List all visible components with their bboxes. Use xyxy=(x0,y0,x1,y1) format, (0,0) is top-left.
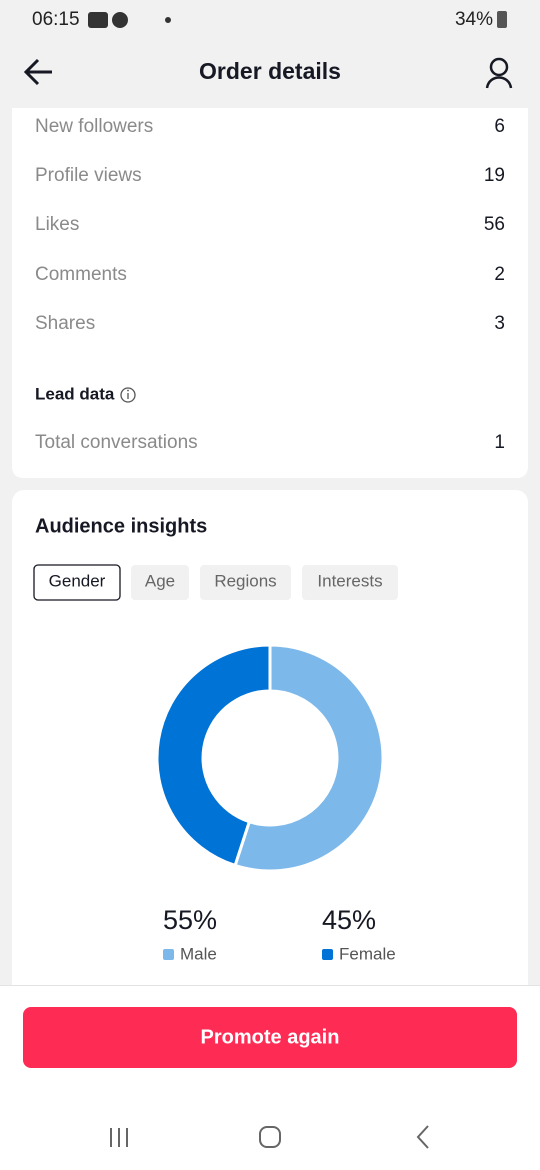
tab[interactable] xyxy=(131,565,189,600)
back-button[interactable] xyxy=(23,58,52,86)
legend-label: Male xyxy=(180,944,217,963)
percent-label: 45% xyxy=(322,905,376,935)
battery-icon xyxy=(497,11,507,28)
donut-slice xyxy=(233,643,385,873)
audience-title: Audience insights xyxy=(35,515,207,537)
metric-value: 3 xyxy=(494,313,505,334)
tab-label: Regions xyxy=(214,571,276,590)
metric-value: 19 xyxy=(484,165,505,186)
metric-value: 56 xyxy=(484,214,505,235)
legend-swatch xyxy=(163,949,174,960)
legend-label: Female xyxy=(339,944,396,963)
header-title: Order details xyxy=(199,58,341,84)
tab-label: Gender xyxy=(49,571,106,590)
nav-bar xyxy=(110,1125,429,1149)
status-icon xyxy=(112,12,128,28)
donut-slice xyxy=(155,643,272,868)
metric-label: Comments xyxy=(35,264,127,285)
percent-label: 55% xyxy=(163,905,217,935)
metric-label: New followers xyxy=(35,116,153,137)
nav-back[interactable] xyxy=(416,1125,429,1149)
metric-label: Likes xyxy=(35,214,79,235)
nav-recent[interactable] xyxy=(110,1128,128,1147)
tab[interactable] xyxy=(302,565,398,600)
metric-value: 2 xyxy=(494,264,505,285)
metrics-card xyxy=(12,108,528,478)
metric-label: Profile views xyxy=(35,165,142,186)
tab-label: Age xyxy=(145,571,175,590)
tab[interactable] xyxy=(33,564,121,601)
status-time: 06:15 xyxy=(32,9,80,30)
lead-value: 1 xyxy=(494,432,505,453)
metric-value: 6 xyxy=(494,116,505,137)
lead-label: Total conversations xyxy=(35,432,198,453)
audience-card xyxy=(12,490,528,1010)
status-dot xyxy=(165,17,171,23)
lead-data-title: Lead data xyxy=(35,384,115,403)
tab-label: Interests xyxy=(317,571,382,590)
promote-button[interactable] xyxy=(23,1007,517,1068)
status-battery: 34% xyxy=(455,9,493,30)
status-icon xyxy=(88,12,108,28)
nav-home[interactable] xyxy=(259,1126,281,1148)
profile-button[interactable] xyxy=(485,57,513,89)
promote-button-label: Promote again xyxy=(201,1026,340,1048)
metric-label: Shares xyxy=(35,313,95,334)
info-icon[interactable] xyxy=(120,387,136,403)
legend-swatch xyxy=(322,949,333,960)
tab[interactable] xyxy=(200,565,291,600)
